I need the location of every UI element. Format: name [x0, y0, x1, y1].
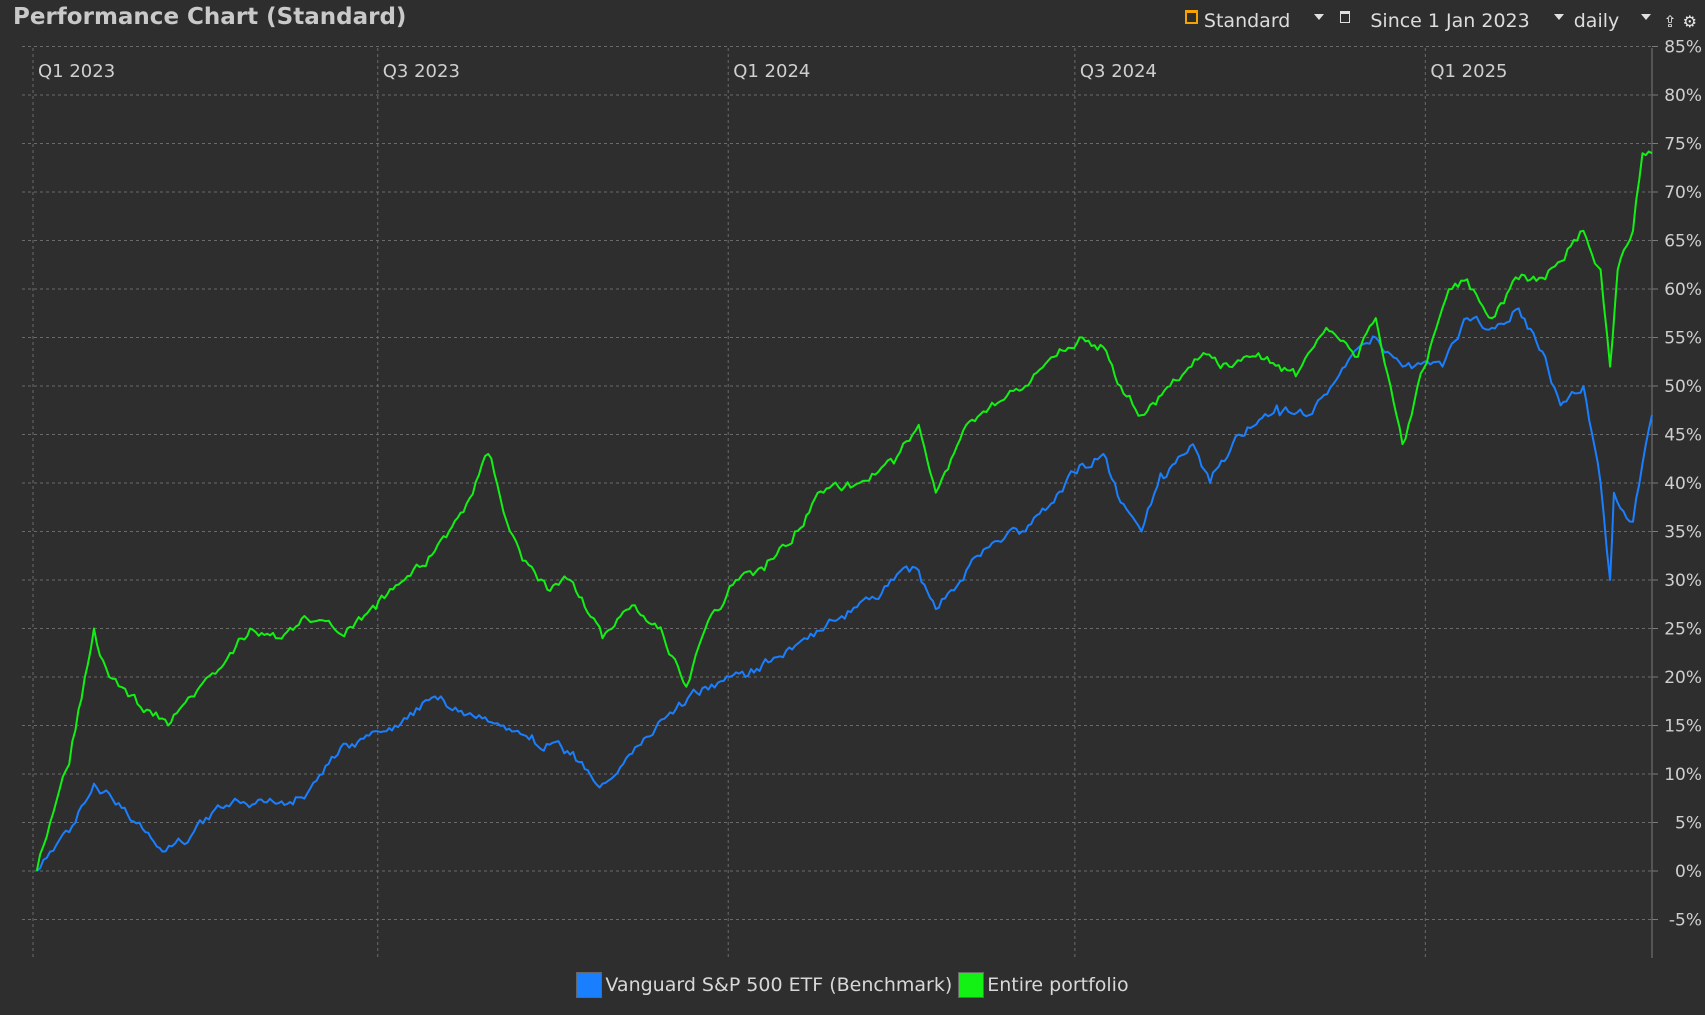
x-tick-label: Q3 2023 — [383, 61, 460, 82]
legend-label-benchmark: Vanguard S&P 500 ETF (Benchmark) — [605, 974, 953, 996]
y-tick-label: 80% — [1664, 86, 1702, 106]
y-tick-label: 25% — [1664, 620, 1702, 640]
x-tick-label: Q1 2023 — [38, 61, 115, 82]
interval-selector[interactable]: daily — [1574, 10, 1658, 32]
y-tick-label: -5% — [1669, 911, 1702, 931]
x-tick-label: Q3 2024 — [1080, 61, 1157, 82]
y-tick-label: 15% — [1664, 717, 1702, 737]
chart-view-icon — [1184, 10, 1198, 24]
series-line-benchmark — [36, 307, 1653, 872]
interval-label: daily — [1573, 10, 1620, 32]
legend-swatch-portfolio — [958, 972, 985, 998]
x-tick-label: Q1 2025 — [1430, 61, 1507, 82]
y-tick-label: 50% — [1664, 377, 1702, 397]
chart-title: Performance Chart (Standard) — [13, 4, 407, 30]
period-selector[interactable]: Since 1 Jan 2023 — [1334, 10, 1573, 32]
y-axis-ticks: 85% 80% 75% 70% 65% 60% 55% 50% 45% 40% 35% 30% 25% 2… — [1664, 38, 1702, 931]
y-tick-label: 85% — [1664, 38, 1702, 58]
export-icon[interactable]: ⇪ — [1663, 11, 1677, 31]
y-tick-label: 30% — [1664, 571, 1702, 591]
x-axis-ticks: Q1 2023 Q3 2023 Q1 2024 Q3 2024 Q1 2025 — [38, 61, 1507, 82]
y-tick-label: 70% — [1664, 183, 1702, 203]
period-label: Since 1 Jan 2023 — [1370, 10, 1530, 32]
series-line-portfolio — [35, 150, 1653, 872]
toolbar: Standard Since 1 Jan 2023 daily ⇪ ⚙ — [1184, 8, 1697, 34]
y-tick-label: 60% — [1664, 280, 1702, 300]
chevron-down-icon[interactable] — [1314, 14, 1325, 20]
y-tick-label: 75% — [1664, 135, 1702, 155]
chevron-down-icon[interactable] — [1641, 14, 1652, 20]
calendar-icon — [1340, 11, 1351, 23]
grid — [22, 46, 1658, 958]
legend: Vanguard S&P 500 ETF (Benchmark) Entire … — [0, 972, 1705, 998]
performance-chart: Q1 2023 Q3 2023 Q1 2024 Q3 2024 Q1 2025 85%8… — [22, 38, 1702, 958]
y-tick-label: 5% — [1675, 814, 1702, 834]
y-tick-label: 20% — [1664, 668, 1702, 688]
y-tick-label: 35% — [1664, 523, 1702, 543]
legend-item-portfolio[interactable]: Entire portfolio — [958, 972, 1129, 998]
view-selector[interactable]: Standard — [1184, 10, 1334, 32]
y-tick-label: 55% — [1664, 329, 1702, 349]
chevron-down-icon[interactable] — [1553, 14, 1564, 20]
gear-icon[interactable]: ⚙ — [1682, 11, 1697, 31]
header: Performance Chart (Standard) Standard Si… — [0, 0, 1705, 42]
y-tick-label: 45% — [1664, 426, 1702, 446]
legend-swatch-benchmark — [576, 972, 603, 998]
legend-item-benchmark[interactable]: Vanguard S&P 500 ETF (Benchmark) — [576, 972, 952, 998]
x-tick-label: Q1 2024 — [733, 61, 810, 82]
legend-label-portfolio: Entire portfolio — [987, 974, 1129, 996]
view-label: Standard — [1203, 10, 1291, 32]
y-tick-label: 10% — [1664, 765, 1702, 785]
y-tick-label: 40% — [1664, 474, 1702, 494]
series — [35, 150, 1653, 872]
y-tick-label: 0% — [1675, 862, 1702, 882]
y-tick-label: 65% — [1664, 232, 1702, 252]
